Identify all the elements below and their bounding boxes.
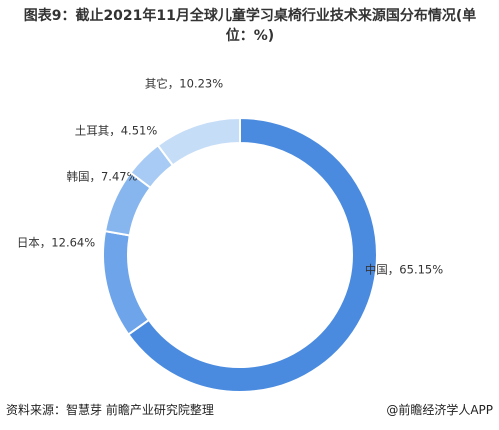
donut-segment xyxy=(102,229,151,336)
data-label: 日本，12.64% xyxy=(17,236,95,250)
donut-segment xyxy=(156,116,241,167)
data-label: 土耳其，4.51% xyxy=(75,124,158,138)
chart-title: 图表9：截止2021年11月全球儿童学习桌椅行业技术来源国分布情况(单位：%) xyxy=(23,8,477,44)
donut-segment xyxy=(127,116,378,393)
data-label: 韩国，7.47% xyxy=(66,170,137,184)
source-note: 资料来源：智慧芽 前瞻产业研究院整理 xyxy=(6,403,214,417)
brand: @前瞻经济学人APP xyxy=(386,403,493,417)
data-label: 其它，10.23% xyxy=(145,77,223,91)
data-label: 中国，65.15% xyxy=(365,263,443,277)
